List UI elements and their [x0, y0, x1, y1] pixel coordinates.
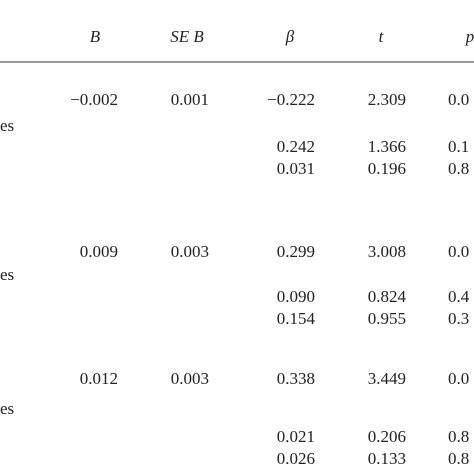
row-label: es: [0, 265, 14, 284]
row-label: es: [0, 116, 14, 135]
cell: 0.338: [277, 369, 315, 388]
header-cell: B: [90, 27, 101, 46]
cell: 0.031: [277, 159, 315, 178]
cell: 0.3: [448, 309, 469, 328]
header-cell: t: [379, 27, 385, 46]
cell: 0.090: [277, 287, 315, 306]
cell: 0.003: [171, 369, 209, 388]
cell: 0.001: [171, 90, 209, 109]
cell: 0.8: [448, 449, 469, 468]
cell: 0.0: [448, 369, 469, 388]
cell: 0.4: [448, 287, 470, 306]
cell: 0.8: [448, 427, 469, 446]
cell: 0.196: [368, 159, 406, 178]
cell: 0.0: [448, 90, 469, 109]
cell: 0.012: [80, 369, 118, 388]
cell: 3.008: [368, 242, 406, 261]
cell: 1.366: [368, 137, 406, 156]
cell: 0.026: [277, 449, 315, 468]
row-label: es: [0, 399, 14, 418]
header-cell: β: [285, 27, 295, 46]
cell: 0.154: [277, 309, 316, 328]
cell: −0.222: [267, 90, 315, 109]
cell: 0.009: [80, 242, 118, 261]
cell: 0.824: [368, 287, 407, 306]
cell: 0.242: [277, 137, 315, 156]
cell: 0.8: [448, 159, 469, 178]
cell: 0.021: [277, 427, 315, 446]
cell: 2.309: [368, 90, 406, 109]
cell: 0.206: [368, 427, 406, 446]
cell: 0.299: [277, 242, 315, 261]
header-cell: SE B: [170, 27, 204, 46]
cell: 0.955: [368, 309, 406, 328]
cell: 3.449: [368, 369, 406, 388]
cell: 0.0: [448, 242, 469, 261]
cell: 0.1: [448, 137, 469, 156]
cell: 0.003: [171, 242, 209, 261]
cell: −0.002: [70, 90, 118, 109]
header-cell: p: [465, 27, 474, 46]
cell: 0.133: [368, 449, 406, 468]
